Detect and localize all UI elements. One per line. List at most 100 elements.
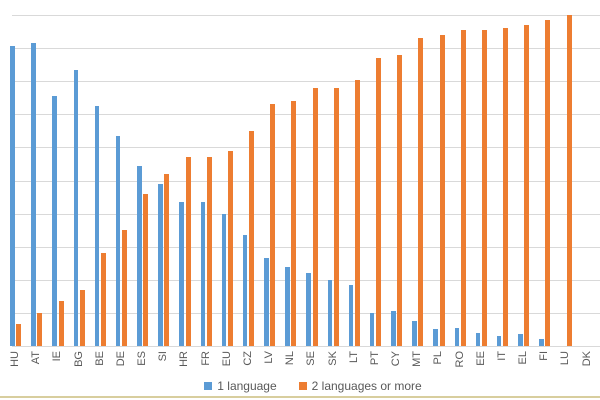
x-axis-label-de: DE (114, 351, 127, 367)
x-axis-label-cy: CY (390, 351, 403, 367)
legend-label-1-language: 1 language (217, 379, 277, 393)
bar-cz-1-language[interactable] (242, 235, 248, 346)
bar-it-1-language[interactable] (496, 336, 502, 346)
bottom-border-line (0, 396, 600, 398)
x-axis-label-nl: NL (284, 351, 297, 366)
x-axis-label-pl: PL (432, 351, 445, 365)
bar-es-1-language[interactable] (137, 165, 142, 346)
bar-pt-1-language[interactable] (369, 312, 375, 346)
bar-ie-1-language[interactable] (52, 96, 57, 346)
x-axis-label-at: AT (30, 351, 43, 365)
x-axis-label-ie: IE (51, 351, 64, 362)
legend-label-2-languages: 2 languages or more (311, 379, 422, 393)
legend-swatch-orange-icon (298, 382, 307, 390)
bar-pt-2-languages-or-more[interactable] (376, 58, 382, 346)
bar-it-2-languages-or-more[interactable] (503, 28, 509, 346)
legend-item-2-languages[interactable]: 2 languages or more (298, 379, 422, 393)
x-axis-label-bg: BG (72, 351, 85, 367)
bar-be-2-languages-or-more[interactable] (100, 253, 106, 346)
gridline (12, 147, 600, 149)
legend-item-1-language[interactable]: 1 language (204, 379, 277, 393)
x-axis-label-pt: PT (368, 351, 381, 366)
bar-hr-2-languages-or-more[interactable] (185, 157, 191, 346)
gridline (12, 114, 600, 116)
bar-nl-1-language[interactable] (285, 266, 290, 346)
x-axis-label-cz: CZ (241, 351, 254, 366)
bar-sk-1-language[interactable] (327, 279, 333, 346)
gridline (12, 346, 600, 347)
bar-si-1-language[interactable] (158, 183, 163, 346)
plot-area (10, 15, 600, 347)
bar-ro-1-language[interactable] (454, 327, 460, 346)
bar-lv-1-language[interactable] (264, 258, 269, 346)
x-axis-label-eu: EU (220, 351, 233, 367)
bar-se-2-languages-or-more[interactable] (312, 87, 318, 346)
bar-fr-2-languages-or-more[interactable] (206, 157, 212, 346)
x-axis-label-es: ES (136, 351, 149, 366)
x-axis-label-sk: SK (326, 351, 339, 366)
bar-at-2-languages-or-more[interactable] (37, 312, 43, 346)
x-axis-label-dk: DK (580, 351, 593, 367)
bar-lt-1-language[interactable] (348, 284, 354, 346)
bar-bg-2-languages-or-more[interactable] (79, 289, 85, 346)
gridline (12, 246, 600, 248)
x-axis-label-fi: FI (538, 351, 551, 361)
bar-lv-2-languages-or-more[interactable] (270, 104, 276, 346)
gridline (12, 15, 600, 16)
bar-fr-1-language[interactable] (200, 202, 206, 346)
x-axis-label-hr: HR (178, 351, 191, 367)
x-axis-label-mt: MT (411, 351, 424, 367)
x-axis-label-fr: FR (199, 351, 212, 366)
x-axis-label-lt: LT (347, 351, 360, 364)
x-axis-label-lu: LU (559, 351, 572, 366)
bar-fi-1-language[interactable] (539, 339, 544, 346)
bar-lt-2-languages-or-more[interactable] (354, 79, 360, 346)
bar-be-1-language[interactable] (94, 106, 100, 346)
x-axis-label-it: IT (495, 351, 508, 361)
bar-cy-2-languages-or-more[interactable] (397, 54, 403, 346)
bar-mt-2-languages-or-more[interactable] (418, 38, 424, 346)
bar-de-2-languages-or-more[interactable] (122, 230, 128, 346)
bar-pl-2-languages-or-more[interactable] (439, 34, 445, 346)
bar-bg-1-language[interactable] (73, 69, 78, 346)
x-axis-label-si: SI (157, 351, 170, 362)
bar-cy-1-language[interactable] (391, 311, 396, 346)
x-axis-label-ee: EE (474, 351, 487, 366)
bar-se-1-language[interactable] (306, 273, 311, 346)
legend-swatch-blue-icon (204, 382, 213, 390)
bar-de-1-language[interactable] (115, 135, 121, 346)
bar-eu-1-language[interactable] (221, 213, 227, 346)
x-axis-label-lv: LV (263, 351, 276, 364)
gridline (12, 312, 600, 314)
bar-ee-1-language[interactable] (475, 332, 481, 346)
bar-lu-2-languages-or-more[interactable] (566, 15, 572, 346)
bar-el-1-language[interactable] (518, 334, 523, 346)
bar-hr-1-language[interactable] (179, 202, 184, 346)
gridline (12, 180, 600, 182)
bar-ro-2-languages-or-more[interactable] (460, 29, 466, 346)
bar-sk-2-languages-or-more[interactable] (333, 87, 339, 346)
gridline (12, 48, 600, 50)
bar-at-1-language[interactable] (31, 43, 36, 346)
gridline (12, 81, 600, 83)
x-axis-label-ro: RO (453, 351, 466, 368)
bar-ie-2-languages-or-more[interactable] (58, 301, 64, 346)
bar-mt-1-language[interactable] (412, 321, 417, 346)
bar-pl-1-language[interactable] (433, 329, 438, 346)
bar-cz-2-languages-or-more[interactable] (249, 130, 255, 346)
bar-eu-2-languages-or-more[interactable] (227, 150, 233, 346)
x-axis-label-hu: HU (9, 351, 21, 367)
bar-si-2-languages-or-more[interactable] (164, 173, 170, 346)
bar-es-2-languages-or-more[interactable] (143, 193, 149, 346)
bar-fi-2-languages-or-more[interactable] (545, 19, 551, 346)
x-axis-label-be: BE (93, 351, 106, 366)
gridline (12, 279, 600, 281)
bar-nl-2-languages-or-more[interactable] (291, 101, 297, 346)
gridline (12, 213, 600, 215)
bar-ee-2-languages-or-more[interactable] (481, 29, 487, 346)
bar-hu-1-language[interactable] (10, 46, 15, 346)
bar-hu-2-languages-or-more[interactable] (16, 324, 22, 346)
x-axis-label-se: SE (305, 351, 318, 366)
bar-el-2-languages-or-more[interactable] (524, 24, 530, 346)
